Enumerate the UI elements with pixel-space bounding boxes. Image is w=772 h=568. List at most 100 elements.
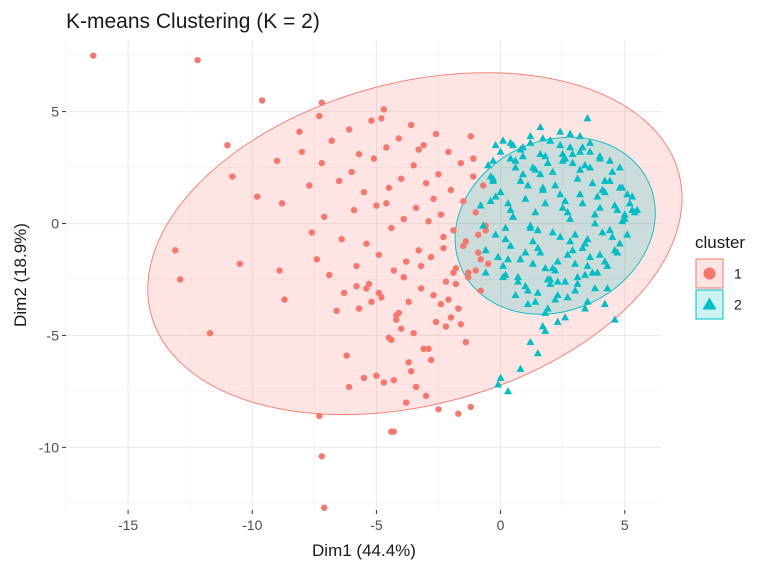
cluster-2-point (521, 248, 530, 256)
cluster-1-point (363, 285, 370, 292)
cluster-1-point (306, 182, 313, 189)
cluster-2-point (541, 326, 550, 334)
cluster-2-point (578, 143, 587, 151)
y-tick-label: 5 (51, 104, 59, 120)
cluster-2-point (618, 216, 627, 225)
cluster-2-point (615, 239, 624, 247)
cluster-2-point (509, 140, 517, 149)
cluster-1-point (254, 193, 261, 200)
cluster-2-point (623, 190, 632, 198)
cluster-2-point (481, 268, 490, 276)
cluster-1-point (475, 249, 482, 256)
legend-symbol-triangle (702, 297, 717, 310)
cluster-1-point (467, 403, 474, 411)
cluster-2-point (551, 181, 560, 189)
cluster-1-point (90, 52, 97, 59)
cluster-2-point (586, 138, 594, 146)
cluster-2-point (593, 268, 602, 276)
cluster-2-point (476, 201, 485, 209)
cluster-1-point (435, 171, 442, 178)
cluster-2-point (514, 272, 522, 281)
cluster-1-point (415, 247, 422, 254)
cluster-2-point (595, 203, 604, 211)
cluster-2-point (533, 225, 542, 234)
cluster-2-point (576, 190, 585, 198)
cluster-2-point (506, 241, 515, 249)
cluster-1-point (355, 150, 363, 158)
cluster-1-point (457, 159, 465, 167)
cluster-2-point (610, 315, 619, 323)
cluster-1-point (385, 334, 393, 341)
data-points (90, 52, 642, 511)
cluster-2-point (558, 203, 567, 211)
cluster-1-point (484, 260, 492, 268)
cluster-1-point (360, 188, 368, 196)
grid-lines (65, 40, 662, 510)
cluster-2-point (581, 161, 589, 169)
cluster-2-point (523, 286, 532, 294)
cluster-1-point (380, 379, 388, 386)
cluster-2-point (556, 232, 565, 240)
cluster-2-point (561, 196, 570, 205)
cluster-2-point (486, 196, 495, 205)
cluster-2-point (496, 147, 505, 155)
cluster-1-point (316, 112, 323, 120)
cluster-2-point (536, 122, 545, 131)
cluster-1-point (318, 453, 325, 460)
cluster-1-point (465, 274, 472, 281)
cluster-2-point (571, 259, 580, 267)
cluster-2-point (516, 145, 525, 153)
x-axis-title: Dim1 (44.4%) (312, 541, 416, 560)
cluster-1-point (437, 300, 445, 308)
cluster-1-point (420, 141, 427, 149)
cluster-2-point (586, 252, 594, 260)
cluster-1-point (427, 253, 435, 261)
cluster-1-point (442, 323, 450, 330)
cluster-2-point (605, 225, 614, 234)
cluster-1-point (420, 345, 427, 353)
cluster-1-point (477, 256, 484, 263)
cluster-2-point (479, 221, 488, 229)
cluster-2-point (623, 230, 632, 238)
cluster-2-point (516, 364, 525, 372)
cluster-2-point (536, 169, 545, 178)
cluster-2-point (526, 337, 535, 346)
cluster-1-point (460, 197, 467, 205)
cluster-2-point (563, 293, 572, 301)
cluster-1-point (437, 211, 445, 218)
cluster-2-point (494, 380, 503, 388)
cluster-2-point (484, 161, 493, 169)
cluster-1-point (400, 274, 407, 281)
cluster-2-point (511, 156, 520, 164)
cluster-2-point (613, 248, 622, 256)
cluster-2-point (558, 156, 567, 164)
cluster-2-point (491, 140, 500, 149)
cluster-2-point (511, 163, 520, 171)
cluster-2-point (489, 156, 498, 164)
legend-symbol-circle (703, 267, 716, 280)
x-tick-label: -10 (242, 517, 262, 533)
cluster-1-point (335, 177, 343, 185)
y-tick-label: 0 (51, 216, 59, 232)
cluster-2-point (595, 152, 604, 160)
cluster-1-point (343, 352, 350, 359)
cluster-2-point (556, 140, 565, 149)
cluster-1-point (445, 148, 452, 156)
cluster-2-point (561, 313, 570, 321)
cluster-2-point (620, 210, 629, 218)
cluster-1-point (373, 372, 380, 379)
cluster-2-point (573, 279, 582, 287)
cluster-2-point (533, 349, 542, 357)
x-tick-label: 0 (497, 517, 505, 533)
cluster-1-point (281, 296, 288, 303)
cluster-1-point (348, 168, 355, 176)
cluster-1-point (395, 309, 402, 317)
cluster-2-point (548, 167, 557, 175)
cluster-1-point (457, 321, 465, 328)
cluster-1-point (470, 173, 477, 180)
cluster-1-point (470, 155, 477, 162)
cluster-2-point (608, 167, 617, 175)
cluster-2-point (566, 129, 575, 137)
cluster-2-point (541, 152, 550, 160)
